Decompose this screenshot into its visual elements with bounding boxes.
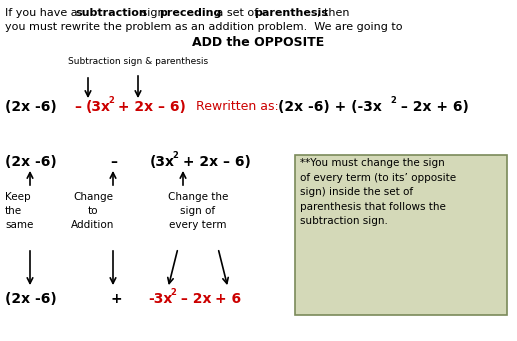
Text: + 6: + 6	[215, 292, 241, 306]
Text: 2: 2	[172, 151, 178, 160]
Text: If you have a: If you have a	[5, 8, 81, 18]
Text: **You must change the sign
of every term (to its’ opposite
sign) inside the set : **You must change the sign of every term…	[300, 159, 457, 226]
Text: 2: 2	[390, 96, 396, 105]
Text: (2x -6): (2x -6)	[5, 155, 57, 169]
Text: –: –	[110, 155, 117, 169]
Text: preceding: preceding	[159, 8, 221, 18]
Text: you must rewrite the problem as an addition problem.  We are going to: you must rewrite the problem as an addit…	[5, 22, 403, 32]
Text: + 2x – 6): + 2x – 6)	[113, 100, 186, 114]
Text: a set of: a set of	[213, 8, 262, 18]
Text: 2: 2	[108, 96, 114, 105]
Text: (2x -6): (2x -6)	[5, 100, 57, 114]
Text: Rewritten as:: Rewritten as:	[196, 100, 279, 113]
Text: Subtraction sign & parenthesis: Subtraction sign & parenthesis	[68, 57, 208, 66]
FancyBboxPatch shape	[295, 155, 507, 315]
Text: Keep
the
same: Keep the same	[5, 192, 34, 230]
Text: (3x: (3x	[150, 155, 175, 169]
Text: Change the
sign of
every term: Change the sign of every term	[168, 192, 228, 230]
Text: -3x: -3x	[148, 292, 172, 306]
Text: (2x -6): (2x -6)	[5, 292, 57, 306]
Text: subtraction: subtraction	[75, 8, 147, 18]
Text: 2: 2	[170, 288, 176, 297]
Text: + 2x – 6): + 2x – 6)	[178, 155, 251, 169]
Text: Change
to
Addition: Change to Addition	[71, 192, 115, 230]
Text: (3x: (3x	[86, 100, 111, 114]
Text: sign: sign	[138, 8, 168, 18]
Text: –: –	[74, 100, 81, 114]
Text: – 2x: – 2x	[176, 292, 217, 306]
Text: parenthesis: parenthesis	[254, 8, 328, 18]
Text: (2x -6) + (-3x: (2x -6) + (-3x	[278, 100, 382, 114]
Text: +: +	[110, 292, 121, 306]
Text: – 2x + 6): – 2x + 6)	[396, 100, 469, 114]
Text: ADD the OPPOSITE: ADD the OPPOSITE	[192, 36, 324, 49]
Text: , then: , then	[317, 8, 349, 18]
